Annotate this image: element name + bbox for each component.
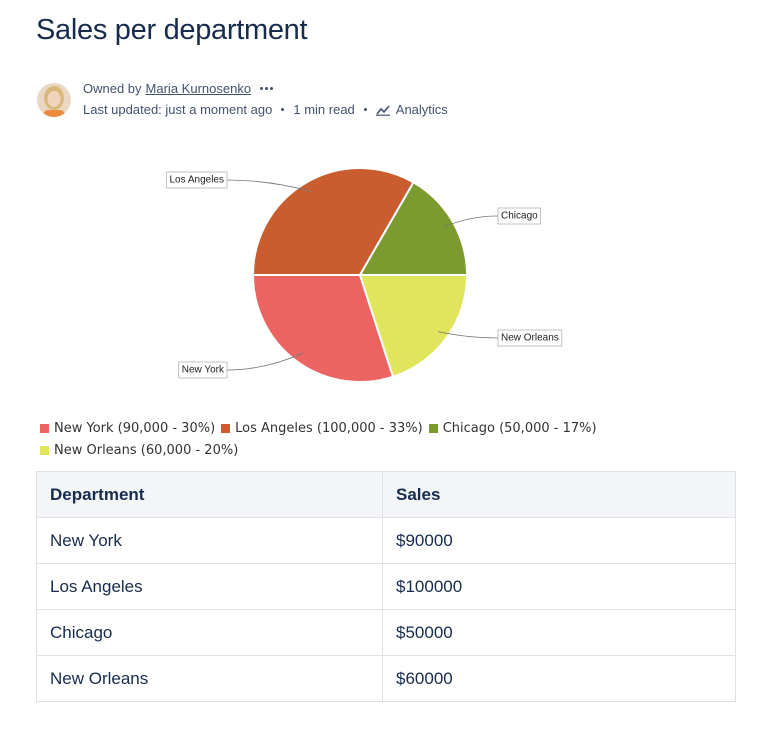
column-header: Department [36,471,383,518]
more-actions[interactable] [260,87,274,90]
owner-line: Owned by Maria Kurnosenko [83,81,274,96]
pie-chart: New York Los Angeles Chicago New Orleans [166,167,563,383]
table-row: Chicago $50000 [36,609,736,656]
pie-slice [358,274,469,379]
callout-label: Los Angeles [170,175,225,186]
page-title: Sales per department [36,14,308,46]
legend-label: New York (90,000 - 30%) [54,420,216,436]
table-row: New York $90000 [36,517,736,564]
legend-label: Chicago (50,000 - 17%) [442,420,597,436]
callout-label: New Orleans [501,333,559,344]
callout-line [443,215,499,228]
pie-slice [251,167,415,276]
table-cell: $50000 [382,609,736,656]
last-updated: Last updated: just a moment ago [83,102,273,117]
analytics-link[interactable]: Analytics [395,102,448,117]
callout-box [166,171,228,189]
callout-box [497,207,542,225]
analytics-icon [375,104,390,116]
table-header: Department Sales [36,471,736,518]
separator [363,108,367,111]
table-cell: $90000 [382,517,736,564]
separator [281,108,285,111]
owned-by-label: Owned by [83,81,142,96]
avatar[interactable] [37,83,71,117]
table-cell: New York [36,517,383,564]
table-cell: New Orleans [36,655,383,702]
legend-swatch [221,423,231,433]
table-cell: $100000 [382,563,736,610]
legend-swatch [428,423,438,433]
table-cell: Los Angeles [36,563,383,610]
legend-item: Los Angeles (100,000 - 33%) [221,419,423,437]
callout-label: New York [182,365,225,376]
legend: New York (90,000 - 30%) Los Angeles (100,… [40,419,680,459]
callout-box [497,329,563,347]
pie-slice [358,180,469,276]
legend-item: New Orleans (60,000 - 20%) [40,441,238,459]
table-row: New Orleans $60000 [36,655,736,702]
table-cell: Chicago [36,609,383,656]
pie-slice [251,274,395,383]
legend-swatch [40,423,49,433]
owner-link[interactable]: Maria Kurnosenko [145,81,252,96]
column-header: Sales [382,471,736,518]
table-row: Los Angeles $100000 [36,563,736,610]
legend-label: New Orleans (60,000 - 20%) [54,442,239,458]
legend-swatch [40,445,49,455]
meta-line: Last updated: just a moment ago 1 min re… [83,102,448,117]
callout-line [226,352,304,371]
callout-box [178,361,228,379]
read-time: 1 min read [293,102,355,117]
legend-item: Chicago (50,000 - 17%) [428,419,597,437]
data-table: Department Sales New York $90000 Los Angeles… [36,471,736,702]
callout-label: Chicago [501,211,538,222]
legend-label: Los Angeles (100,000 - 33%) [235,420,423,436]
table-cell: $60000 [382,655,736,702]
legend-item: New York (90,000 - 30%) [40,419,215,437]
callout-line [437,331,499,339]
callout-line [226,179,312,192]
